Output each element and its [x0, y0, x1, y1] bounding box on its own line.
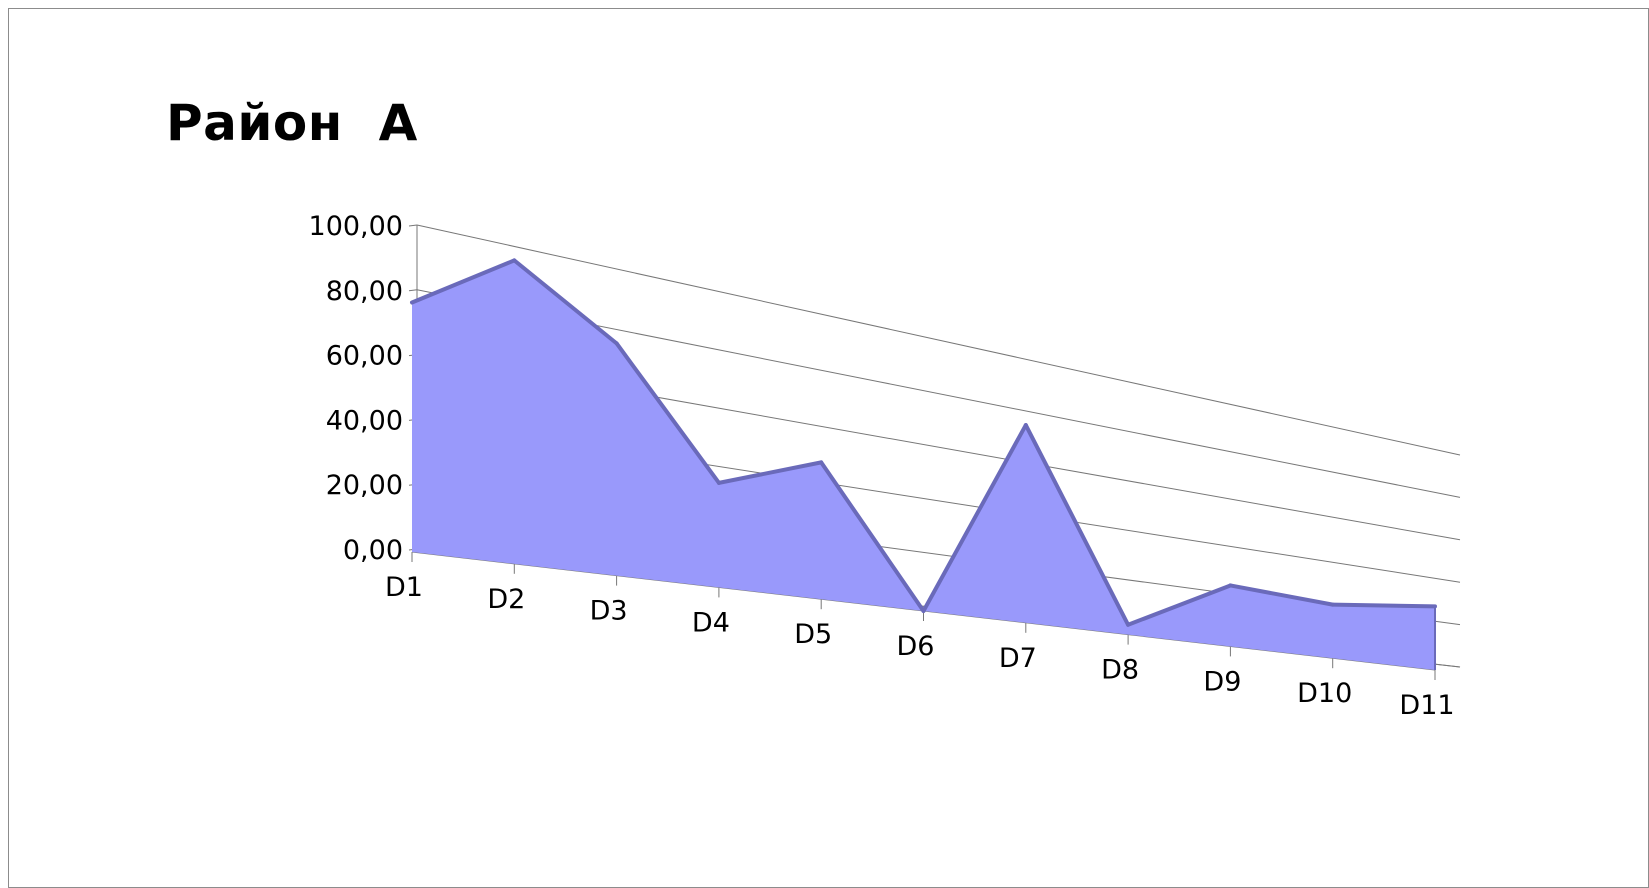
area-top-edge — [1126, 583, 1233, 627]
x-tick-label: D2 — [487, 584, 525, 615]
data-point-d1 — [410, 301, 414, 305]
data-point-d4 — [717, 481, 721, 485]
data-point-d5 — [819, 460, 823, 464]
chart-title: Район A — [166, 94, 418, 152]
data-point-d6 — [922, 609, 925, 613]
data-point-d7 — [1024, 423, 1028, 427]
area-fill — [412, 260, 1435, 670]
area-top-edge — [410, 258, 517, 305]
area-series — [410, 258, 1437, 670]
gridline — [416, 224, 1461, 456]
x-tick-label: D3 — [590, 596, 628, 627]
y-tick-label: 0,00 — [343, 535, 403, 566]
y-tick-label: 20,00 — [326, 470, 403, 501]
x-tick-label: D4 — [692, 607, 730, 638]
x-tick-label: D9 — [1203, 666, 1241, 697]
data-point-d8 — [1126, 623, 1130, 627]
area-top-edge — [1330, 602, 1437, 609]
x-tick-label: D7 — [999, 643, 1037, 674]
area-top-edge — [716, 460, 824, 485]
data-point-d3 — [615, 341, 619, 345]
area-top-edge — [1023, 423, 1131, 627]
x-tick-label: D6 — [897, 631, 935, 662]
data-point-d10 — [1331, 603, 1335, 607]
x-tick-labels: D1 D2 D3 D4 D5 D6 D7 D8 D9 D10 D11 — [385, 572, 1455, 721]
y-tick-label: 40,00 — [326, 405, 403, 436]
area-top-edge — [819, 460, 926, 613]
y-tick-label: 60,00 — [326, 341, 403, 372]
x-tick-label: D1 — [385, 572, 423, 603]
x-tick-label: D5 — [794, 619, 832, 650]
x-tick-label: D8 — [1101, 655, 1139, 686]
area-top-edge — [1228, 583, 1335, 607]
y-tick-label: 80,00 — [326, 276, 403, 307]
data-point-d9 — [1228, 583, 1232, 587]
x-tick-label: D11 — [1399, 690, 1454, 721]
y-tick-label: 100,00 — [309, 211, 403, 242]
y-tick-mark — [408, 224, 418, 227]
data-point-d2 — [512, 258, 516, 262]
area-top-edge — [512, 258, 619, 346]
y-tick-labels: 0,00 20,00 40,00 60,00 80,00 100,00 — [309, 211, 403, 566]
y-tick-mark — [408, 289, 418, 292]
area-top-edge — [921, 423, 1028, 613]
chart-frame — [8, 8, 1649, 888]
area-top-edge — [614, 341, 721, 485]
x-tick-label: D10 — [1297, 678, 1352, 709]
